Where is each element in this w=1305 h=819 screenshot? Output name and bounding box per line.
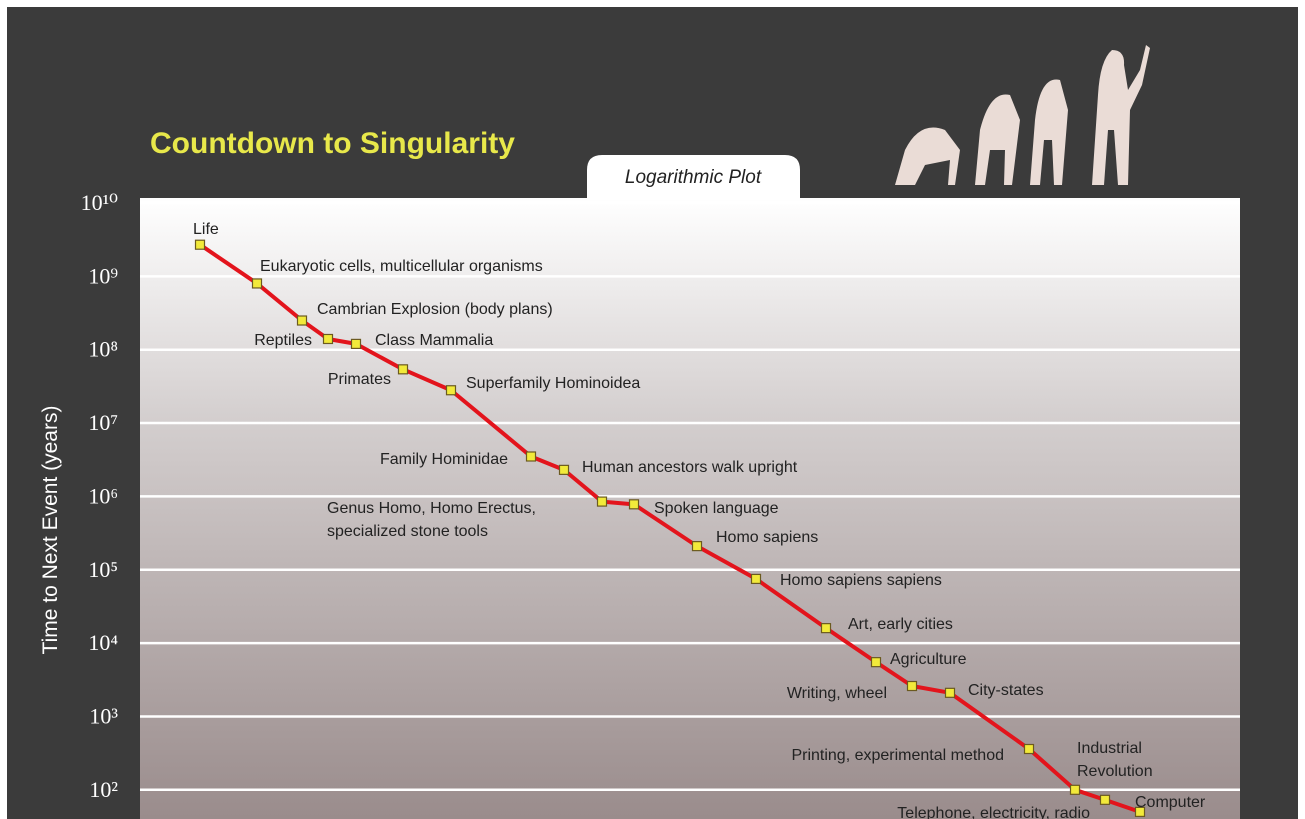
data-point (691, 541, 703, 552)
y-axis-label: Time to Next Event (years) (39, 406, 62, 655)
data-point (1023, 743, 1035, 755)
data-point (820, 623, 832, 634)
subtitle: Logarithmic Plot (625, 167, 762, 188)
data-point (296, 315, 308, 326)
y-tick-label: 10² (89, 777, 118, 802)
data-point (251, 278, 263, 289)
event-label: Reptiles (254, 332, 312, 349)
event-label: Human ancestors walk upright (582, 459, 798, 476)
y-tick-label: 10⁹ (88, 263, 118, 288)
data-point (397, 364, 409, 375)
y-tick-label: 10⁵ (88, 557, 118, 582)
data-point (445, 385, 457, 396)
event-label: Class Mammalia (375, 332, 493, 349)
subtitle-tab (587, 155, 800, 200)
event-label: Telephone, electricity, radio (897, 805, 1090, 819)
data-point (944, 687, 956, 698)
event-label: Industrial Revolution (1077, 740, 1153, 780)
y-tick-label: 10⁸ (88, 337, 118, 362)
y-tick-label: 10⁶ (88, 483, 118, 508)
event-label: Homo sapiens sapiens (780, 572, 942, 589)
event-label: Spoken language (654, 500, 779, 517)
event-label: Family Hominidae (380, 451, 508, 468)
data-point (322, 333, 334, 345)
data-point (1134, 806, 1146, 817)
data-point (1069, 784, 1081, 795)
event-label: Homo sapiens (716, 529, 818, 546)
event-label: Eukaryotic cells, multicellular organism… (260, 258, 543, 275)
data-point (350, 338, 362, 349)
data-point (870, 657, 882, 668)
data-point (628, 499, 640, 510)
chart-title: Countdown to Singularity (150, 127, 515, 160)
data-point (750, 573, 762, 585)
event-label: Printing, experimental method (791, 747, 1004, 764)
data-point (906, 680, 918, 692)
data-point (596, 496, 608, 507)
event-label: Genus Homo, Homo Erectus, specialized sto… (327, 500, 536, 540)
event-label: Cambrian Explosion (body plans) (317, 301, 553, 318)
y-tick-label: 10³ (89, 703, 118, 728)
data-point (194, 239, 206, 250)
event-label: Primates (328, 371, 391, 388)
event-label: Agriculture (890, 651, 967, 668)
event-label: Life (193, 221, 219, 238)
data-point (558, 464, 570, 475)
data-point (1099, 794, 1111, 805)
data-point (525, 451, 537, 462)
y-tick-label: 10¹⁰ (81, 190, 119, 215)
event-label: Writing, wheel (787, 685, 887, 702)
y-tick-label: 10⁷ (88, 410, 118, 435)
event-label: City-states (968, 682, 1044, 699)
event-label: Computer (1135, 794, 1206, 811)
evolution-figures (895, 45, 1150, 185)
y-tick-label: 10⁴ (88, 630, 118, 655)
event-label: Art, early cities (848, 616, 953, 633)
event-label: Superfamily Hominoidea (466, 375, 640, 392)
